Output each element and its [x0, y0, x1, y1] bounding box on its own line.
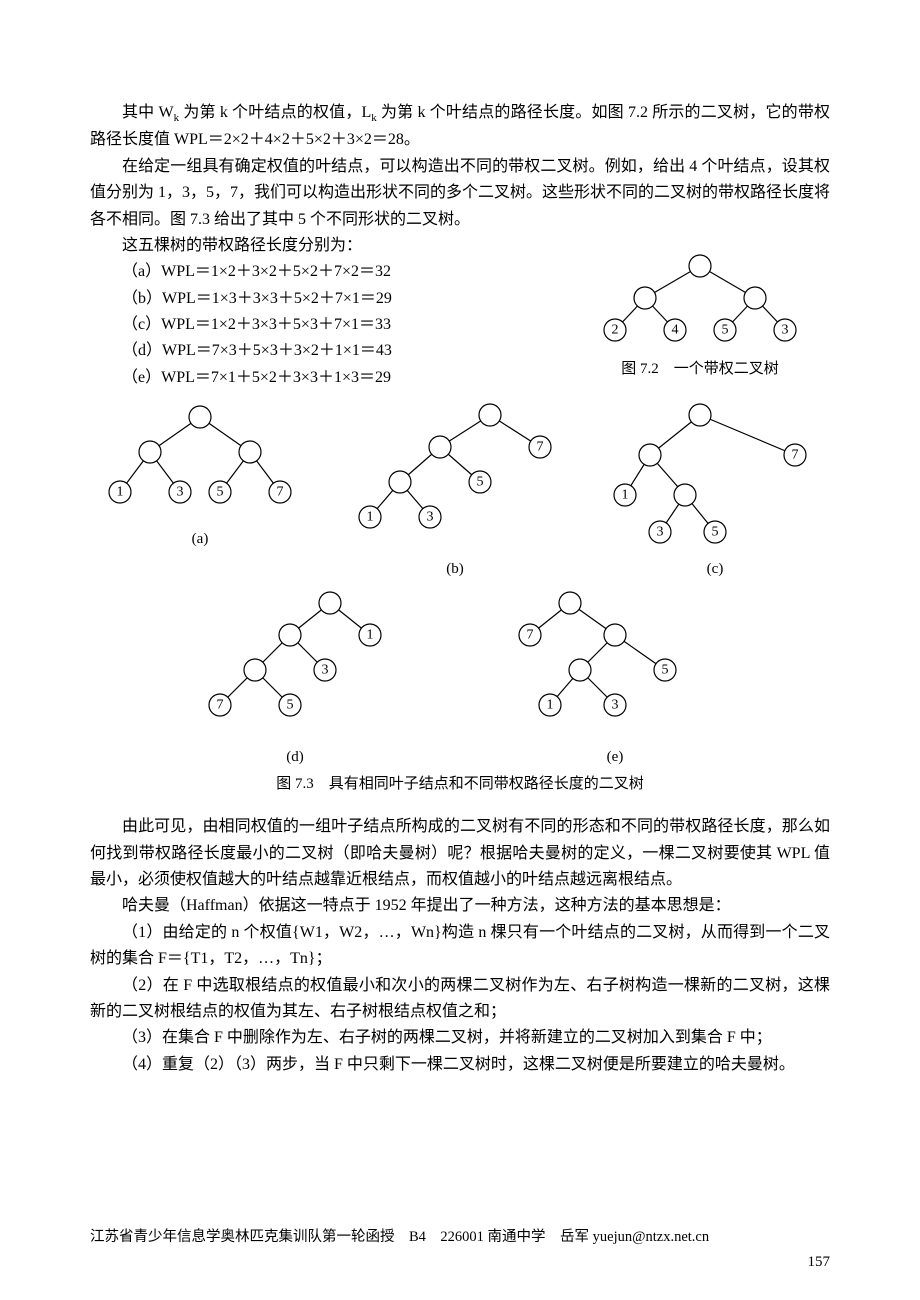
step-1: （1）由给定的 n 个权值{W1，W2，…，Wn}构造 n 棵只有一个叶结点的二…	[90, 920, 830, 973]
label-e: (e)	[500, 745, 730, 770]
figure-7-3-caption: 图 7.3 具有相同叶子结点和不同带权路径长度的二叉树	[90, 772, 830, 797]
svg-text:5: 5	[722, 323, 729, 338]
label-a: (a)	[90, 527, 310, 552]
svg-text:5: 5	[662, 663, 669, 678]
svg-text:2: 2	[612, 323, 619, 338]
svg-text:3: 3	[322, 663, 329, 678]
tree-e: 7 5 1 3 (e)	[500, 585, 730, 769]
page-content: 其中 Wk 为第 k 个叶结点的权值，Lk 为第 k 个叶结点的路径长度。如图 …	[90, 100, 830, 1078]
svg-text:7: 7	[792, 448, 799, 463]
svg-text:3: 3	[782, 323, 789, 338]
svg-text:3: 3	[657, 525, 664, 540]
label-d: (d)	[190, 745, 400, 770]
trees-row-2: 1 3 7 5 (d) 7 5 1 3 (e)	[90, 585, 830, 769]
trees-row-1: 1 3 5 7 (a) 7 5 1 3 (b)	[90, 397, 830, 581]
svg-text:3: 3	[427, 510, 434, 525]
page-footer: 江苏省青少年信息学奥林匹克集训队第一轮函授 B4 226001 南通中学 岳军 …	[90, 1226, 830, 1250]
svg-text:5: 5	[287, 698, 294, 713]
label-c: (c)	[600, 557, 830, 582]
svg-text:7: 7	[527, 628, 534, 643]
svg-text:3: 3	[177, 485, 184, 500]
tree-c: 7 1 3 5 (c)	[600, 397, 830, 581]
figure-7-2-caption: 图 7.2 一个带权二叉树	[570, 357, 830, 382]
label-b: (b)	[340, 557, 570, 582]
svg-text:5: 5	[477, 475, 484, 490]
figure-7-2: 2 4 5 3 图 7.2 一个带权二叉树	[570, 248, 830, 382]
svg-text:7: 7	[217, 698, 224, 713]
svg-text:1: 1	[547, 698, 554, 713]
step-4: （4）重复（2）（3）两步，当 F 中只剩下一棵二叉树时，这棵二叉树便是所要建立…	[90, 1052, 830, 1078]
step-3: （3）在集合 F 中删除作为左、右子树的两棵二叉树，并将新建立的二叉树加入到集合…	[90, 1025, 830, 1051]
svg-text:7: 7	[277, 485, 284, 500]
page-number: 157	[808, 1250, 831, 1275]
svg-text:7: 7	[537, 440, 544, 455]
tree-d: 1 3 7 5 (d)	[190, 585, 400, 769]
svg-text:1: 1	[622, 488, 629, 503]
svg-text:4: 4	[672, 323, 679, 338]
paragraph-5: 哈夫曼（Haffman）依据这一特点于 1952 年提出了一种方法，这种方法的基…	[90, 893, 830, 919]
paragraph-4: 由此可见，由相同权值的一组叶子结点所构成的二叉树有不同的形态和不同的带权路径长度…	[90, 814, 830, 893]
tree-a: 1 3 5 7 (a)	[90, 397, 310, 581]
svg-text:1: 1	[117, 485, 124, 500]
svg-text:3: 3	[612, 698, 619, 713]
tree-7-2: 2 4 5 3	[570, 248, 830, 348]
paragraph-1: 其中 Wk 为第 k 个叶结点的权值，Lk 为第 k 个叶结点的路径长度。如图 …	[90, 100, 830, 154]
svg-text:5: 5	[217, 485, 224, 500]
step-2: （2）在 F 中选取根结点的权值最小和次小的两棵二叉树作为左、右子树构造一棵新的…	[90, 973, 830, 1026]
tree-b: 7 5 1 3 (b)	[340, 397, 570, 581]
svg-text:1: 1	[367, 628, 374, 643]
svg-text:1: 1	[367, 510, 374, 525]
paragraph-2: 在给定一组具有确定权值的叶结点，可以构造出不同的带权二叉树。例如，给出 4 个叶…	[90, 154, 830, 233]
svg-text:5: 5	[712, 525, 719, 540]
